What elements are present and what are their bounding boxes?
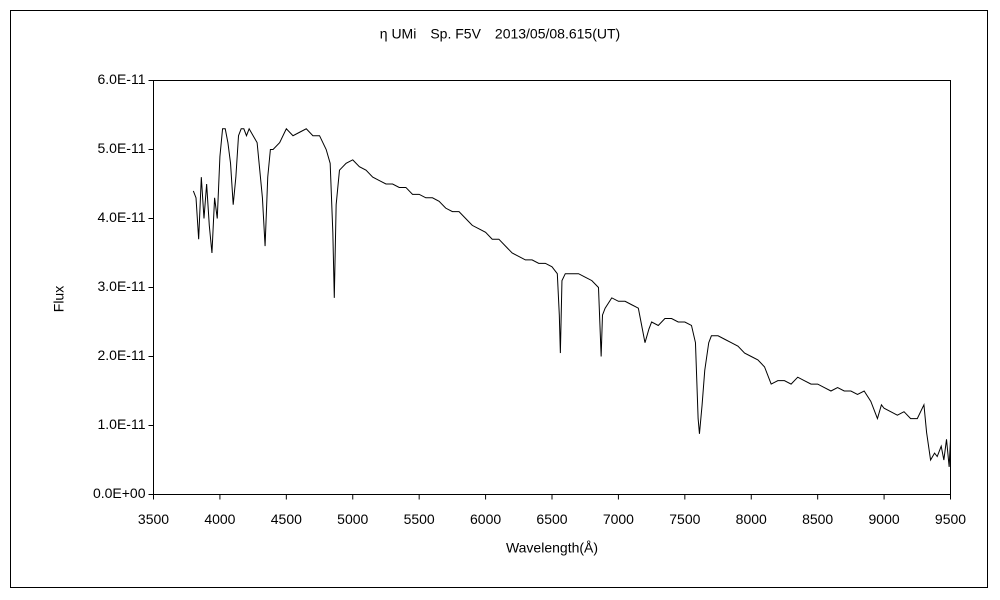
x-tick-label: 6500 <box>536 511 567 527</box>
x-tick-label: 8000 <box>736 511 767 527</box>
x-tick-label: 9000 <box>869 511 900 527</box>
y-tick-label: 3.0E-11 <box>98 278 146 294</box>
plot-area <box>153 80 951 495</box>
x-tick-label: 9500 <box>935 511 966 527</box>
x-tick-label: 4500 <box>271 511 302 527</box>
y-tick-label: 0.0E+00 <box>93 485 146 501</box>
y-tick-label: 1.0E-11 <box>98 416 146 432</box>
y-tick-label: 4.0E-11 <box>98 209 146 225</box>
x-tick-label: 7500 <box>669 511 700 527</box>
chart-border <box>10 10 988 588</box>
y-axis-label: Flux <box>51 286 67 312</box>
x-tick-label: 3500 <box>138 511 169 527</box>
y-tick-label: 6.0E-11 <box>98 71 146 87</box>
chart-title: η UMi Sp. F5V 2013/05/08.615(UT) <box>380 26 620 42</box>
spectrum-line <box>192 127 951 467</box>
x-tick-label: 8500 <box>802 511 833 527</box>
y-tick-label: 2.0E-11 <box>98 347 146 363</box>
x-axis-label: Wavelength(Å) <box>506 540 598 556</box>
y-tick-label: 5.0E-11 <box>98 140 146 156</box>
x-tick-label: 6000 <box>470 511 501 527</box>
x-tick-label: 5500 <box>404 511 435 527</box>
x-tick-label: 4000 <box>204 511 235 527</box>
x-tick-label: 5000 <box>337 511 368 527</box>
x-tick-label: 7000 <box>603 511 634 527</box>
